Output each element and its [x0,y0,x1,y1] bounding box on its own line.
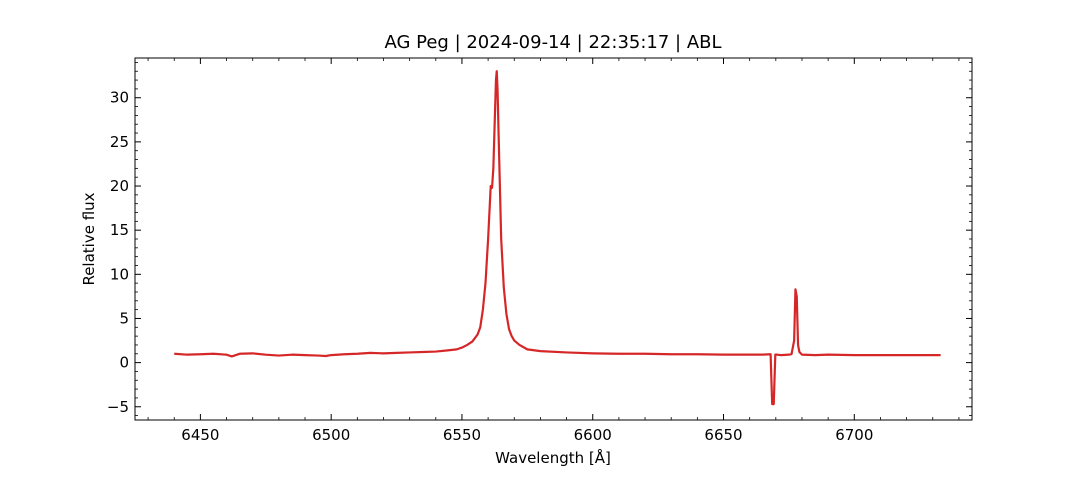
y-tick-label: 25 [110,133,129,151]
y-tick-label: 10 [110,265,129,283]
x-tick-label: 6550 [443,426,481,444]
x-tick-label: 6700 [835,426,873,444]
y-tick-label: 0 [119,354,129,372]
x-axis-title: Wavelength [Å] [495,448,611,467]
y-tick-label: 20 [110,177,129,195]
y-tick-label: 5 [119,309,129,327]
chart-title: AG Peg | 2024-09-14 | 22:35:17 | ABL [384,32,721,53]
x-ticks: 6450 6500 6550 6600 6650 6700 [147,58,960,444]
x-tick-label: 6600 [574,426,612,444]
spectrum-line [174,70,941,406]
x-tick-label: 6650 [704,426,742,444]
x-tick-label: 6500 [312,426,350,444]
y-ticks: −5 0 5 10 15 20 25 30 [107,62,972,416]
plot-area [134,57,973,421]
y-tick-label: −5 [107,398,129,416]
x-tick-label: 6450 [181,426,219,444]
y-axis-title: Relative flux [80,192,98,285]
y-tick-label: 15 [110,221,129,239]
y-tick-label: 30 [110,89,129,107]
